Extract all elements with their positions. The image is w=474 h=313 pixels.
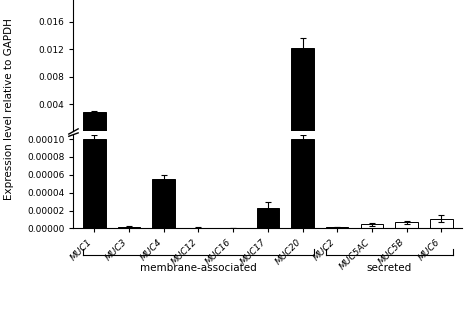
Bar xyxy=(83,112,106,131)
Bar xyxy=(118,227,140,228)
Text: membrane-associated: membrane-associated xyxy=(140,263,257,273)
Bar xyxy=(83,139,106,228)
Bar xyxy=(153,179,175,228)
Bar xyxy=(291,48,314,131)
Bar xyxy=(256,208,279,228)
Bar xyxy=(326,227,348,228)
Bar xyxy=(361,224,383,228)
Text: Expression level relative to GAPDH: Expression level relative to GAPDH xyxy=(4,18,15,201)
Bar xyxy=(395,222,418,228)
Bar xyxy=(291,139,314,228)
Text: secreted: secreted xyxy=(367,263,412,273)
Bar xyxy=(430,219,453,228)
